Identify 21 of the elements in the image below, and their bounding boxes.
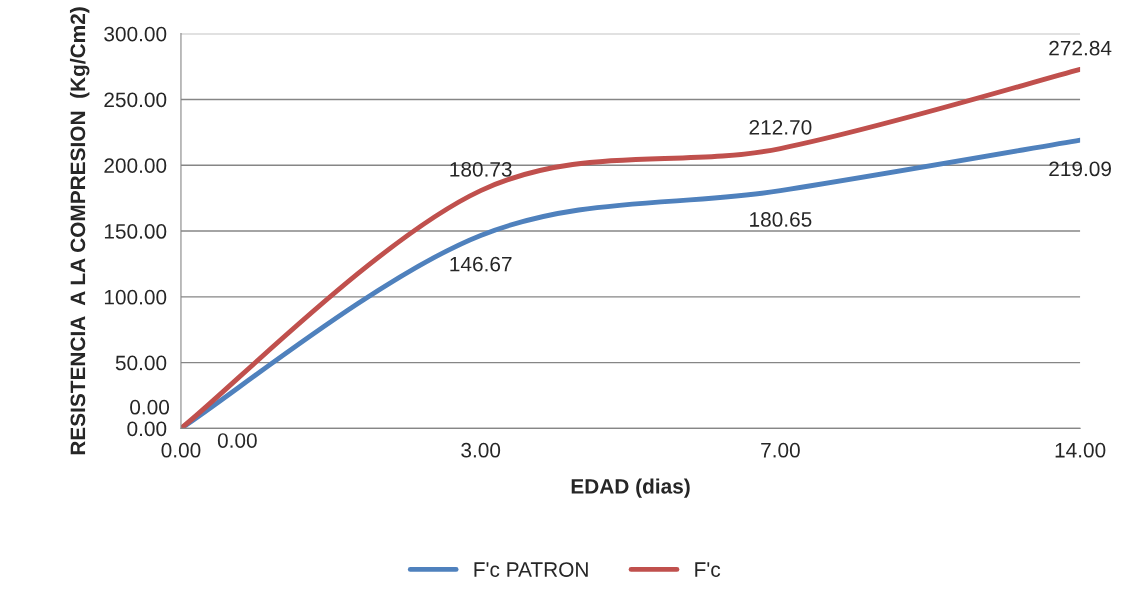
data-label: 146.67 [450,256,512,272]
x-axis-title: EDAD (dias) [571,478,690,498]
y-tick-label: 150.00 [104,224,167,239]
data-label: 272.84 [1049,40,1112,56]
y-tick-label: 50.00 [115,355,167,371]
data-label: 180.73 [450,161,512,177]
y-tick-label: 250.00 [104,92,167,108]
x-tick-label: 3.00 [461,442,501,458]
data-label: 180.65 [750,212,812,227]
y-tick-label: 200.00 [104,158,167,173]
y-tick-label: 0.00 [127,421,167,437]
legend-label: F'c PATRON [474,562,588,577]
x-tick-label: 0.00 [161,442,201,458]
legend-label: F'c [695,562,721,577]
x-tick-label: 7.00 [761,442,800,458]
data-label: 219.09 [1049,161,1111,177]
x-tick-label: 14.00 [1055,442,1106,458]
data-label: 212.70 [749,119,812,135]
y-tick-label: 100.00 [104,289,167,305]
y-tick-label: 300.00 [104,26,167,42]
y-axis-title: RESISTENCIA A LA COMPRESION (Kg/Cm2) [69,7,90,455]
